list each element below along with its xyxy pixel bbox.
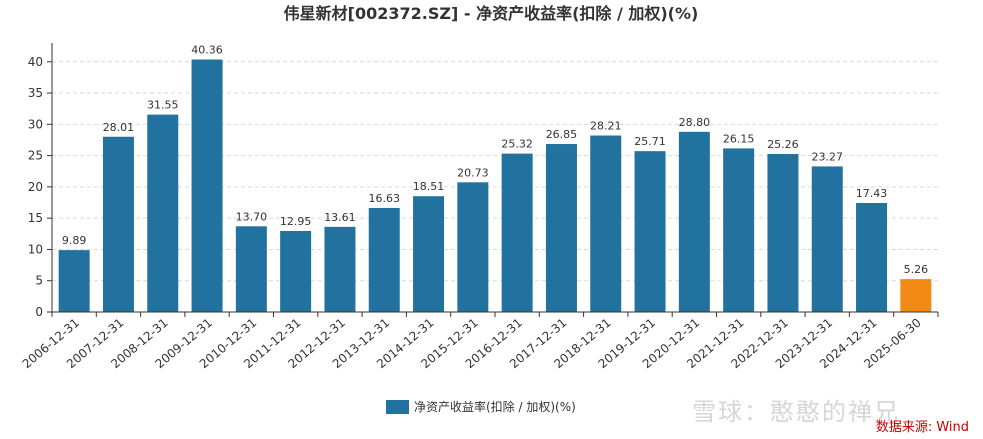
- chart-title: 伟星新材[002372.SZ] - 净资产收益率(扣除 / 加权)(%): [284, 4, 699, 23]
- y-axis: 0 5 10 15 20 25 30 35 40: [28, 43, 53, 319]
- data-label: 26.15: [723, 132, 755, 145]
- data-label: 12.95: [280, 215, 312, 228]
- bar-2017-12-31[interactable]: [545, 144, 577, 312]
- bar-2008-12-31[interactable]: [147, 114, 179, 313]
- data-label: 28.01: [103, 121, 135, 134]
- data-label: 31.55: [147, 99, 179, 112]
- legend[interactable]: 净资产收益率(扣除 / 加权)(%): [386, 399, 576, 414]
- bar-2014-12-31[interactable]: [413, 196, 445, 312]
- bar-2013-12-31[interactable]: [368, 207, 400, 312]
- bar-2019-12-31[interactable]: [634, 151, 666, 312]
- bars: 9.89 28.01 31.55 40.36 13.70 12.95 13.61 16.63 1…: [58, 44, 932, 313]
- data-label: 5.26: [904, 263, 929, 276]
- watermark: 雪球：憨憨的禅兄: [692, 398, 900, 426]
- bar-2009-12-31[interactable]: [191, 59, 223, 312]
- y-tick-label: 35: [28, 86, 43, 100]
- bar-2025-06-30[interactable]: [900, 279, 932, 312]
- y-tick-label: 10: [28, 242, 43, 256]
- bar-2021-12-31[interactable]: [723, 148, 755, 312]
- bar-2007-12-31[interactable]: [102, 136, 134, 312]
- legend-label: 净资产收益率(扣除 / 加权)(%): [414, 399, 576, 414]
- data-label: 25.26: [767, 138, 799, 151]
- bar-2010-12-31[interactable]: [235, 226, 267, 312]
- data-label: 28.21: [590, 120, 622, 133]
- grid: [52, 61, 938, 282]
- data-label: 17.43: [856, 187, 888, 200]
- data-label: 13.61: [324, 211, 356, 224]
- data-label: 9.89: [62, 234, 87, 247]
- data-label: 23.27: [812, 150, 844, 163]
- data-label: 28.80: [679, 116, 711, 129]
- bar-2011-12-31[interactable]: [280, 230, 312, 312]
- bar-2006-12-31[interactable]: [58, 250, 90, 312]
- bar-2020-12-31[interactable]: [678, 131, 710, 312]
- data-label: 16.63: [369, 192, 401, 205]
- bar-2024-12-31[interactable]: [856, 202, 888, 312]
- x-axis: 2006-12-312007-12-312008-12-312009-12-31…: [20, 311, 939, 371]
- data-label: 13.70: [236, 210, 268, 223]
- data-label: 18.51: [413, 180, 445, 193]
- bar-2016-12-31[interactable]: [501, 153, 533, 312]
- data-source-note: 数据来源: Wind: [875, 420, 969, 435]
- y-tick-label: 5: [35, 274, 43, 288]
- data-label: 25.71: [634, 135, 666, 148]
- bar-2022-12-31[interactable]: [767, 153, 799, 312]
- data-label: 26.85: [546, 128, 578, 141]
- bar-2012-12-31[interactable]: [324, 226, 356, 312]
- y-tick-label: 20: [28, 180, 43, 194]
- data-label: 20.73: [457, 166, 489, 179]
- y-tick-label: 30: [28, 117, 43, 131]
- y-tick-label: 40: [28, 55, 43, 69]
- legend-swatch: [386, 400, 409, 414]
- y-tick-label: 25: [28, 149, 43, 163]
- data-label: 25.32: [501, 138, 533, 151]
- bar-2023-12-31[interactable]: [811, 166, 843, 312]
- bar-2015-12-31[interactable]: [457, 182, 489, 312]
- y-tick-label: 0: [35, 305, 43, 319]
- y-tick-label: 15: [28, 211, 43, 225]
- bar-2018-12-31[interactable]: [590, 135, 622, 312]
- data-label: 40.36: [191, 44, 223, 57]
